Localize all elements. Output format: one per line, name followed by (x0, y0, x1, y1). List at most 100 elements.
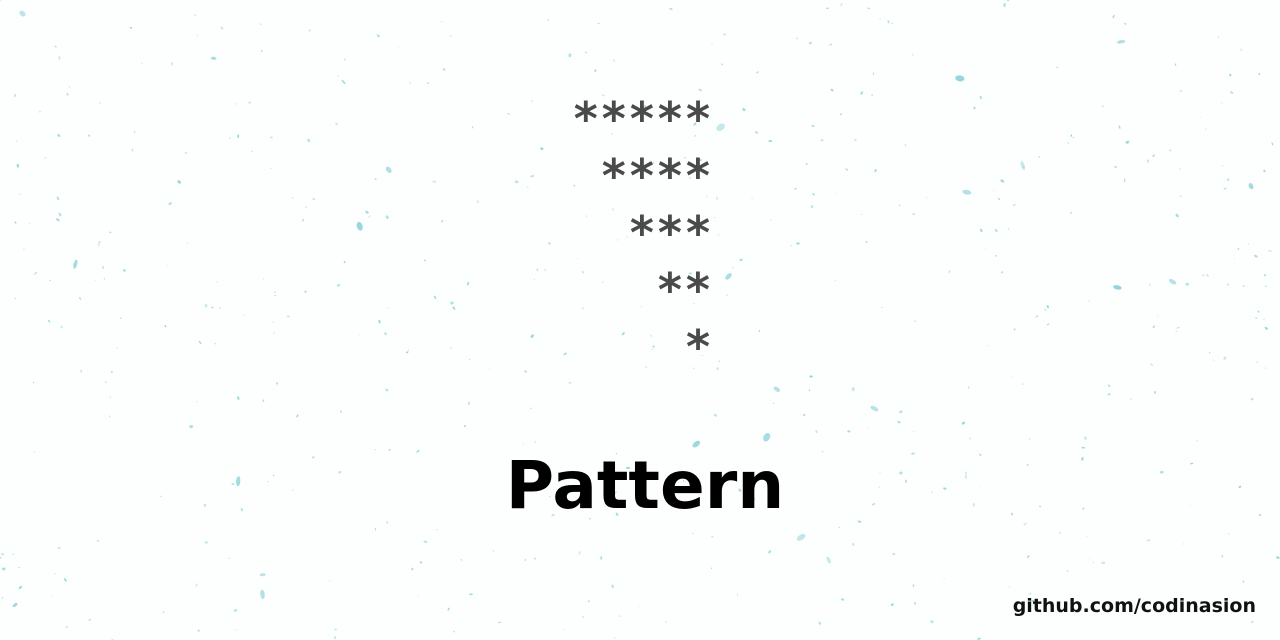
speckle-dot (1046, 323, 1050, 326)
speckle-dot (563, 352, 567, 356)
speckle-dot (450, 347, 453, 349)
speckle-dot (1276, 556, 1280, 559)
speckle-dot (753, 498, 756, 500)
speckle-dot (39, 110, 41, 113)
speckle-dot (447, 607, 450, 611)
speckle-dot (589, 518, 591, 520)
speckle-dot (236, 629, 237, 631)
speckle-dot (540, 147, 544, 150)
speckle-dot (16, 140, 18, 143)
speckle-dot (56, 218, 60, 222)
speckle-dot (162, 611, 165, 614)
speckle-dot (464, 424, 466, 428)
speckle-dot (168, 202, 173, 205)
speckle-dot (887, 20, 890, 24)
speckle-dot (825, 7, 829, 9)
speckle-dot (134, 130, 136, 133)
speckle-dot (1082, 507, 1085, 510)
speckle-dot (469, 593, 473, 596)
speckle-dot (568, 382, 572, 384)
speckle-dot (977, 637, 981, 640)
speckle-dot (683, 157, 687, 159)
speckle-dot (1130, 398, 1132, 400)
speckle-dot (650, 334, 652, 337)
speckle-dot (334, 628, 337, 631)
speckle-dot (1092, 561, 1094, 564)
speckle-dot (645, 366, 648, 368)
speckle-dot (507, 112, 510, 115)
speckle-dot (722, 30, 723, 33)
speckle-dot (573, 184, 576, 187)
speckle-dot (756, 71, 759, 74)
speckle-dot (1089, 558, 1091, 560)
speckle-dot (196, 401, 198, 403)
speckle-dot (388, 448, 391, 451)
speckle-dot (1108, 384, 1111, 388)
speckle-dot (98, 102, 101, 104)
speckle-dot (1176, 326, 1180, 329)
speckle-dot (739, 258, 743, 262)
speckle-dot (979, 453, 982, 456)
speckle-dot (131, 148, 134, 152)
speckle-dot (1013, 204, 1016, 206)
speckle-dot (899, 471, 903, 475)
speckle-dot (670, 224, 673, 227)
speckle-dot (1221, 102, 1223, 105)
speckle-dot (867, 426, 869, 428)
speckle-dot (642, 105, 647, 108)
speckle-dot (1003, 3, 1006, 7)
speckle-dot (613, 59, 616, 62)
speckle-dot (834, 279, 836, 282)
speckle-dot (715, 494, 717, 496)
speckle-dot (1230, 91, 1234, 94)
speckle-dot (1146, 539, 1151, 542)
speckle-dot (1081, 446, 1086, 449)
speckle-dot (871, 94, 873, 97)
speckle-dot (926, 197, 928, 199)
speckle-dot (547, 242, 551, 245)
speckle-dot (1038, 156, 1041, 158)
speckle-dot (0, 0, 1, 2)
speckle-dot (19, 193, 21, 196)
speckle-dot (344, 58, 346, 61)
speckle-dot (809, 375, 813, 378)
speckle-dot (1227, 283, 1229, 287)
speckle-dot (912, 213, 915, 216)
speckle-dot (1169, 149, 1172, 152)
speckle-dot (119, 317, 122, 319)
speckle-dot (547, 18, 549, 22)
speckle-dot (713, 216, 716, 219)
speckle-dot (1046, 305, 1049, 309)
speckle-dot (955, 75, 965, 82)
speckle-dot (692, 367, 695, 369)
speckle-dot (854, 139, 857, 141)
speckle-dot (211, 306, 214, 309)
speckle-dot (177, 180, 181, 184)
speckle-dot (63, 578, 67, 582)
speckle-dot (270, 167, 272, 169)
speckle-dot (652, 345, 655, 348)
speckle-dot (773, 386, 781, 392)
speckle-dot (1256, 361, 1259, 363)
speckle-dot (378, 319, 381, 324)
speckle-dot (711, 567, 713, 570)
speckle-dot (994, 255, 998, 257)
speckle-dot (985, 248, 986, 250)
speckle-dot (948, 270, 951, 273)
speckle-dot (1206, 274, 1209, 277)
speckle-dot (796, 37, 798, 40)
speckle-dot (1212, 359, 1215, 361)
speckle-dot (44, 157, 47, 159)
speckle-dot (718, 360, 721, 363)
speckle-dot (57, 134, 61, 137)
speckle-dot (164, 325, 167, 328)
speckle-dot (292, 489, 294, 491)
speckle-dot (51, 595, 53, 597)
speckle-dot (98, 241, 101, 244)
speckle-dot (307, 138, 311, 143)
speckle-dot (881, 307, 883, 308)
pattern-row-3: *** (629, 206, 714, 260)
speckle-dot (54, 45, 57, 48)
speckle-dot (1190, 504, 1192, 506)
speckle-dot (563, 628, 565, 631)
